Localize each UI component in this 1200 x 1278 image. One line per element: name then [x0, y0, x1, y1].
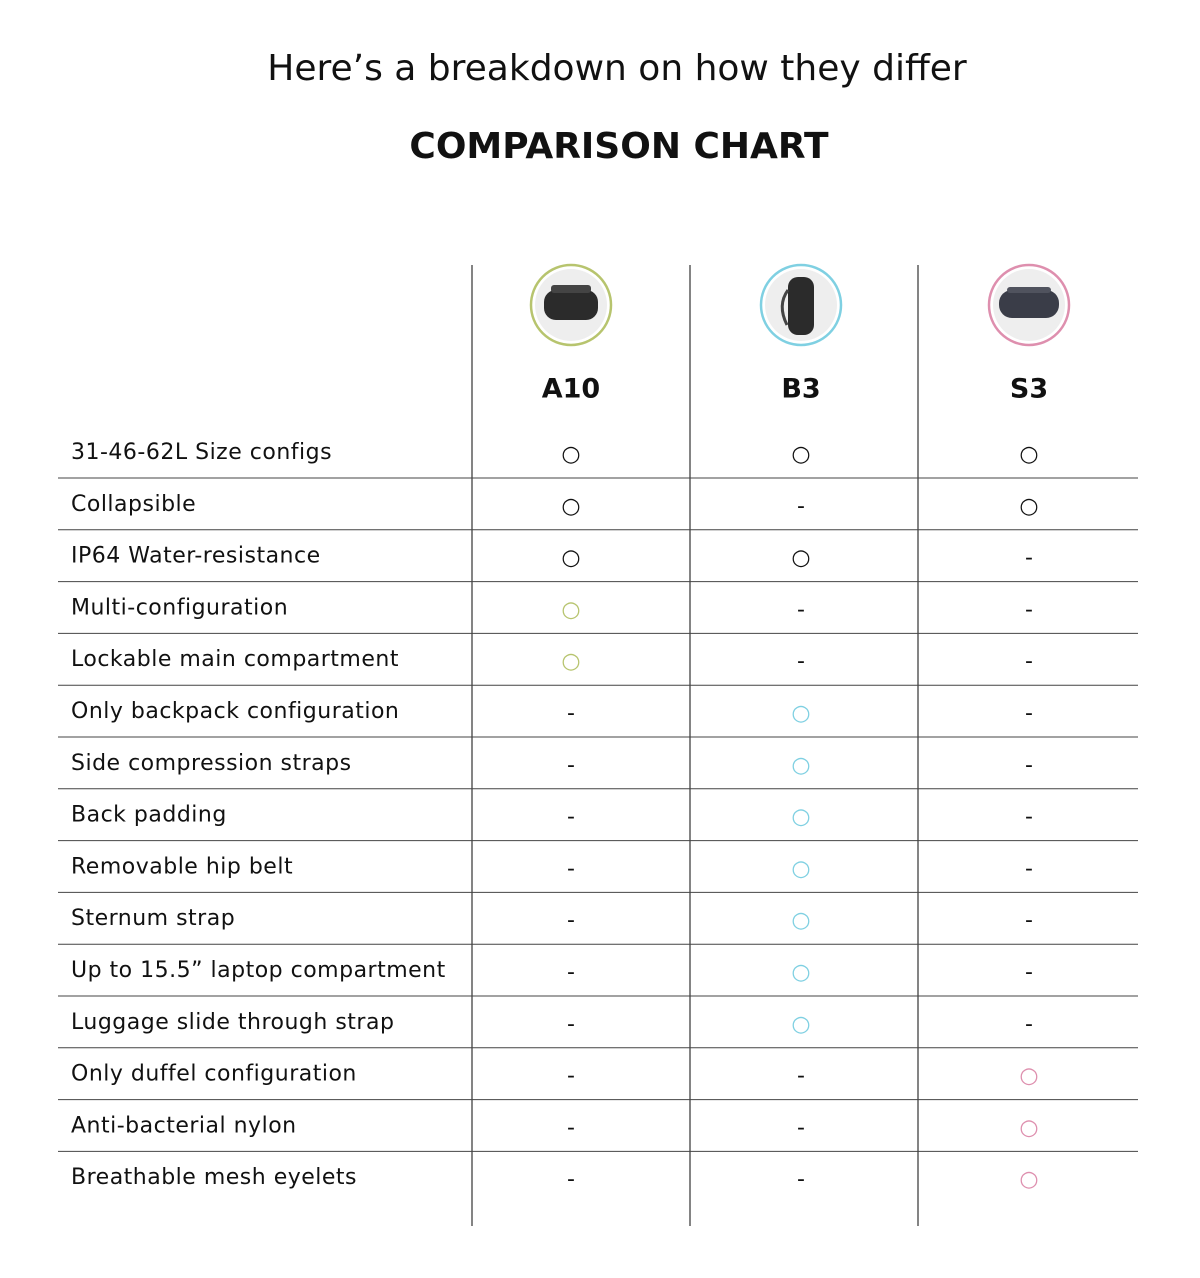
- cell-circle: ○: [791, 908, 810, 933]
- product-image: [1007, 287, 1051, 293]
- feature-label: IP64 Water-resistance: [71, 544, 321, 569]
- heading: Here’s a breakdown on how they differ: [267, 48, 967, 89]
- cell-circle: ○: [1019, 1064, 1038, 1089]
- cell-dash: -: [1025, 856, 1033, 881]
- cell-dash: -: [567, 805, 575, 830]
- feature-label: Back padding: [71, 803, 227, 828]
- title: COMPARISON CHART: [409, 126, 829, 167]
- cell-dash: -: [567, 1167, 575, 1192]
- cell-dash: -: [1025, 805, 1033, 830]
- cell-circle: ○: [791, 1012, 810, 1037]
- cell-circle: ○: [791, 546, 810, 571]
- cell-circle: ○: [1019, 494, 1038, 519]
- cell-dash: -: [1025, 701, 1033, 726]
- cell-dash: -: [567, 701, 575, 726]
- cell-circle: ○: [791, 960, 810, 985]
- cell-circle: ○: [791, 805, 810, 830]
- cell-dash: -: [797, 1115, 805, 1140]
- feature-label: Up to 15.5” laptop compartment: [71, 958, 446, 983]
- product-image: [999, 290, 1059, 318]
- product-image: [780, 289, 790, 326]
- feature-label: Multi-configuration: [71, 595, 288, 620]
- cell-circle: ○: [561, 597, 580, 622]
- cell-dash: -: [797, 1064, 805, 1089]
- feature-label: Side compression straps: [71, 751, 352, 776]
- cell-dash: -: [567, 908, 575, 933]
- cell-dash: -: [567, 1012, 575, 1037]
- column-dividers: [471, 265, 919, 1226]
- cell-circle: ○: [561, 442, 580, 467]
- cell-dash: -: [797, 597, 805, 622]
- cell-circle: ○: [791, 701, 810, 726]
- feature-label: Anti-bacterial nylon: [71, 1113, 297, 1138]
- cell-dash: -: [567, 1115, 575, 1140]
- cell-circle: ○: [1019, 1115, 1038, 1140]
- feature-label: Only duffel configuration: [71, 1062, 357, 1087]
- feature-label: Removable hip belt: [71, 854, 293, 879]
- feature-label: Breathable mesh eyelets: [71, 1165, 357, 1190]
- cell-dash: -: [797, 494, 805, 519]
- product-name: B3: [781, 374, 820, 405]
- product-name: A10: [542, 374, 600, 405]
- cell-dash: -: [567, 1064, 575, 1089]
- cell-circle: ○: [791, 442, 810, 467]
- cell-circle: ○: [561, 494, 580, 519]
- cell-circle: ○: [561, 649, 580, 674]
- cell-circle: ○: [791, 856, 810, 881]
- feature-label: Sternum strap: [71, 906, 235, 931]
- cell-circle: ○: [561, 546, 580, 571]
- cell-dash: -: [567, 753, 575, 778]
- cell-circle: ○: [791, 753, 810, 778]
- cell-dash: -: [797, 649, 805, 674]
- cell-dash: -: [1025, 597, 1033, 622]
- cell-dash: -: [797, 1167, 805, 1192]
- cell-dash: -: [1025, 753, 1033, 778]
- cell-dash: -: [567, 960, 575, 985]
- cell-dash: -: [1025, 649, 1033, 674]
- cell-dash: -: [1025, 960, 1033, 985]
- cell-circle: ○: [1019, 1167, 1038, 1192]
- cell-dash: -: [1025, 546, 1033, 571]
- product-image: [788, 277, 814, 335]
- product-image: [544, 290, 598, 320]
- feature-label: 31-46-62L Size configs: [71, 440, 332, 465]
- feature-label: Luggage slide through strap: [71, 1010, 394, 1035]
- cell-dash: -: [1025, 1012, 1033, 1037]
- product-image: [551, 285, 591, 293]
- feature-label: Lockable main compartment: [71, 647, 399, 672]
- cell-circle: ○: [1019, 442, 1038, 467]
- cell-dash: -: [567, 856, 575, 881]
- feature-label: Collapsible: [71, 492, 196, 517]
- feature-label: Only backpack configuration: [71, 699, 399, 724]
- cell-dash: -: [1025, 908, 1033, 933]
- product-name: S3: [1010, 374, 1048, 405]
